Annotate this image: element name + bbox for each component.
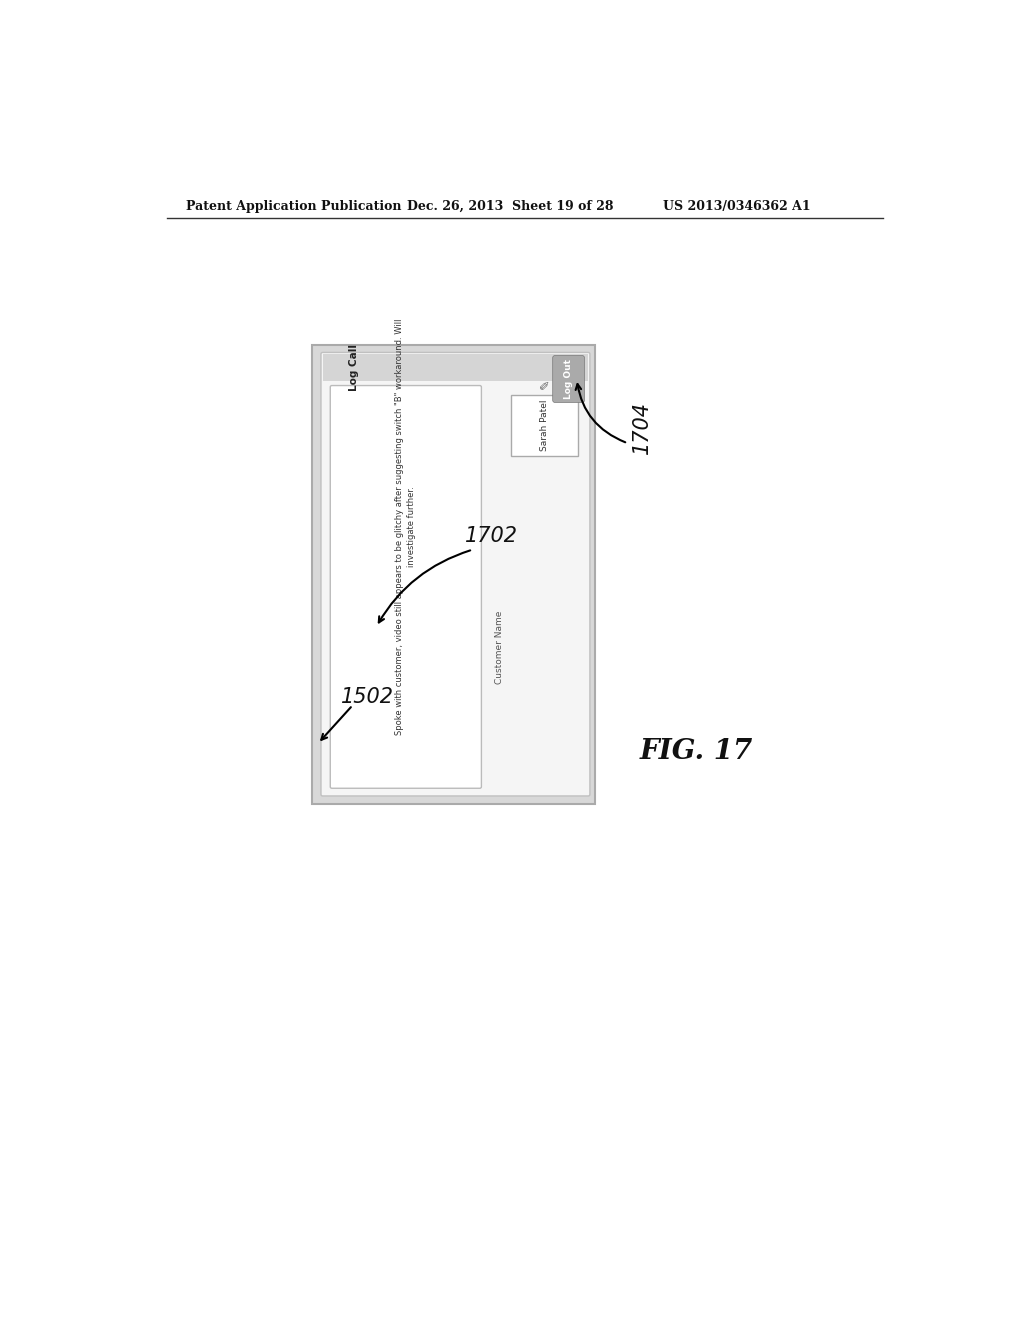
Text: ✎: ✎ <box>538 379 551 389</box>
FancyBboxPatch shape <box>321 352 590 796</box>
Text: 1502: 1502 <box>341 688 394 708</box>
Text: Spoke with customer, video still appears to be glitchy after suggesting switch ": Spoke with customer, video still appears… <box>395 318 416 735</box>
Text: Log Out: Log Out <box>564 359 573 399</box>
Text: 1702: 1702 <box>465 525 518 545</box>
Bar <box>323 354 589 381</box>
FancyBboxPatch shape <box>331 385 481 788</box>
Text: Log Call: Log Call <box>349 345 359 391</box>
Text: 1704: 1704 <box>632 401 651 454</box>
FancyBboxPatch shape <box>553 355 585 403</box>
Text: Sarah Patel: Sarah Patel <box>540 400 549 451</box>
Text: Customer Name: Customer Name <box>495 610 504 684</box>
Bar <box>311 345 595 804</box>
Bar <box>511 395 579 457</box>
Text: FIG. 17: FIG. 17 <box>640 738 753 764</box>
Text: Patent Application Publication: Patent Application Publication <box>186 199 401 213</box>
Text: Dec. 26, 2013  Sheet 19 of 28: Dec. 26, 2013 Sheet 19 of 28 <box>407 199 613 213</box>
Text: US 2013/0346362 A1: US 2013/0346362 A1 <box>663 199 810 213</box>
